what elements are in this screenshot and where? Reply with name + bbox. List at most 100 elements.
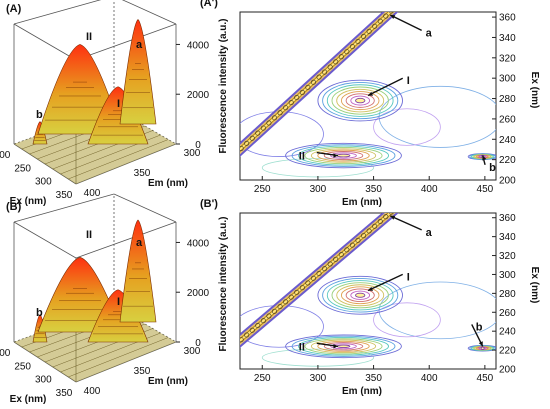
annotation-II: II <box>299 341 339 353</box>
scatter-band-node <box>322 69 328 75</box>
annotation-label: a <box>426 227 433 239</box>
x-tick-label: 450 <box>477 184 494 195</box>
peak-contour-line <box>285 334 402 359</box>
y-tick-label: 260 <box>499 114 516 125</box>
peak-contour-line <box>326 280 394 311</box>
peak-contour-line <box>345 288 375 303</box>
z-tick-label: 0 <box>195 140 201 151</box>
box-edge <box>121 0 177 25</box>
em-tick-label: 350 <box>134 366 151 377</box>
z-axis-title: Fluorescence intensity (a.u.) <box>218 216 229 351</box>
scatter-band-node <box>294 289 300 295</box>
peak-contour-line <box>336 284 385 307</box>
peak-contour-line <box>304 338 383 355</box>
scatter-band-node <box>310 275 316 281</box>
annotation-arrow <box>389 215 422 231</box>
scatter-band-node <box>272 308 278 314</box>
panel-label: (A') <box>200 0 218 9</box>
ex-tick-label: 350 <box>56 388 73 399</box>
peak-contour-line <box>336 153 351 158</box>
box-edge <box>13 193 115 223</box>
floor-grid-line <box>68 139 169 180</box>
x-tick-label: 350 <box>365 373 382 384</box>
annotation-arrow <box>389 14 422 31</box>
peak-contour-line <box>310 148 377 163</box>
scatter-band-node <box>355 237 361 243</box>
scatter-band-node <box>361 33 367 39</box>
scatter-band-node <box>361 233 367 239</box>
y-tick-label: 280 <box>499 94 516 105</box>
scatter-band-node <box>322 266 328 272</box>
surface-panel-0: 0 2000 4000 Fluorescence intensity (a.u.) 20… <box>0 0 229 207</box>
scatter-band-node <box>260 125 266 131</box>
scatter-band-a <box>233 213 399 348</box>
y-tick-label: 240 <box>499 135 516 146</box>
panel-label: (B') <box>200 198 218 210</box>
scatter-band-node <box>389 12 394 14</box>
scatter-band-node <box>349 242 355 248</box>
ex-tick-label: 200 <box>0 348 11 359</box>
scatter-band-node <box>244 332 250 338</box>
x-tick-label: 250 <box>254 184 271 195</box>
contour-area <box>233 213 496 367</box>
peak-contour-line <box>355 97 366 104</box>
panel-label: (B) <box>6 201 22 213</box>
z-tick-label: 0 <box>195 338 201 349</box>
z-tick-label: 2000 <box>187 90 210 101</box>
scatter-band-node <box>344 247 350 253</box>
box-edge <box>75 23 177 61</box>
y-axis-title: Ex (nm) <box>529 72 540 109</box>
peak-label-a: a <box>136 237 143 249</box>
peak-contour-line <box>317 340 370 352</box>
peak-label-b: b <box>36 109 43 121</box>
peak-contour-line <box>331 282 389 309</box>
scatter-band-node <box>233 342 237 346</box>
x-tick-label: 300 <box>310 373 327 384</box>
peak-label-II: II <box>86 31 92 43</box>
box-edge <box>13 221 77 259</box>
y-tick-label: 320 <box>499 251 516 262</box>
x-tick-label: 400 <box>421 184 438 195</box>
arrow-head <box>390 215 396 220</box>
surface-panel-2: 0 2000 4000 Fluorescence intensity (a.u.) 20… <box>0 193 229 405</box>
y-tick-label: 320 <box>499 53 516 64</box>
arrow-head <box>390 15 396 20</box>
peak-contour-line <box>340 91 380 111</box>
panel-label: (A) <box>6 3 22 15</box>
z-tick-label: 4000 <box>187 238 210 249</box>
contour-panel-1: 250 300 350 400 450 200 220 240 260 280 300 320 340 3… <box>200 0 540 208</box>
y-tick-label: 220 <box>499 155 516 166</box>
x-axis-title: Em (nm) <box>342 386 382 397</box>
scatter-band-node <box>383 214 389 220</box>
annotation-label: I <box>407 75 410 87</box>
y-tick-label: 360 <box>499 13 516 24</box>
z-tick-label: 2000 <box>187 288 210 299</box>
em-tick-label: 350 <box>134 168 151 179</box>
scatter-band-node <box>333 256 339 262</box>
scatter-band-node <box>260 318 266 324</box>
scatter-band-node <box>266 313 272 319</box>
peak-label-I: I <box>117 296 120 308</box>
scatter-band-node <box>327 64 333 70</box>
surface-peak-a <box>119 219 157 323</box>
annotation-I: I <box>367 271 410 292</box>
peak-contour-line <box>336 88 385 113</box>
peak-contours-II <box>285 142 402 169</box>
ex-axis-title: Ex (nm) <box>10 394 47 404</box>
scatter-band-node <box>305 280 311 286</box>
x-tick-label: 300 <box>310 184 327 195</box>
annotation-label: a <box>426 27 433 39</box>
scatter-band-node <box>299 285 305 291</box>
box-edge <box>75 221 177 259</box>
scatter-band-a <box>240 12 399 157</box>
box-edge <box>13 23 77 61</box>
em-tick-label: 400 <box>84 188 101 199</box>
peak-contour-line <box>322 82 399 120</box>
em-axis-title: Em (nm) <box>148 178 188 189</box>
x-tick-label: 250 <box>254 373 271 384</box>
x-axis-title: Em (nm) <box>342 197 382 208</box>
peak-contour-line <box>350 290 371 300</box>
arrow-head <box>333 344 338 349</box>
